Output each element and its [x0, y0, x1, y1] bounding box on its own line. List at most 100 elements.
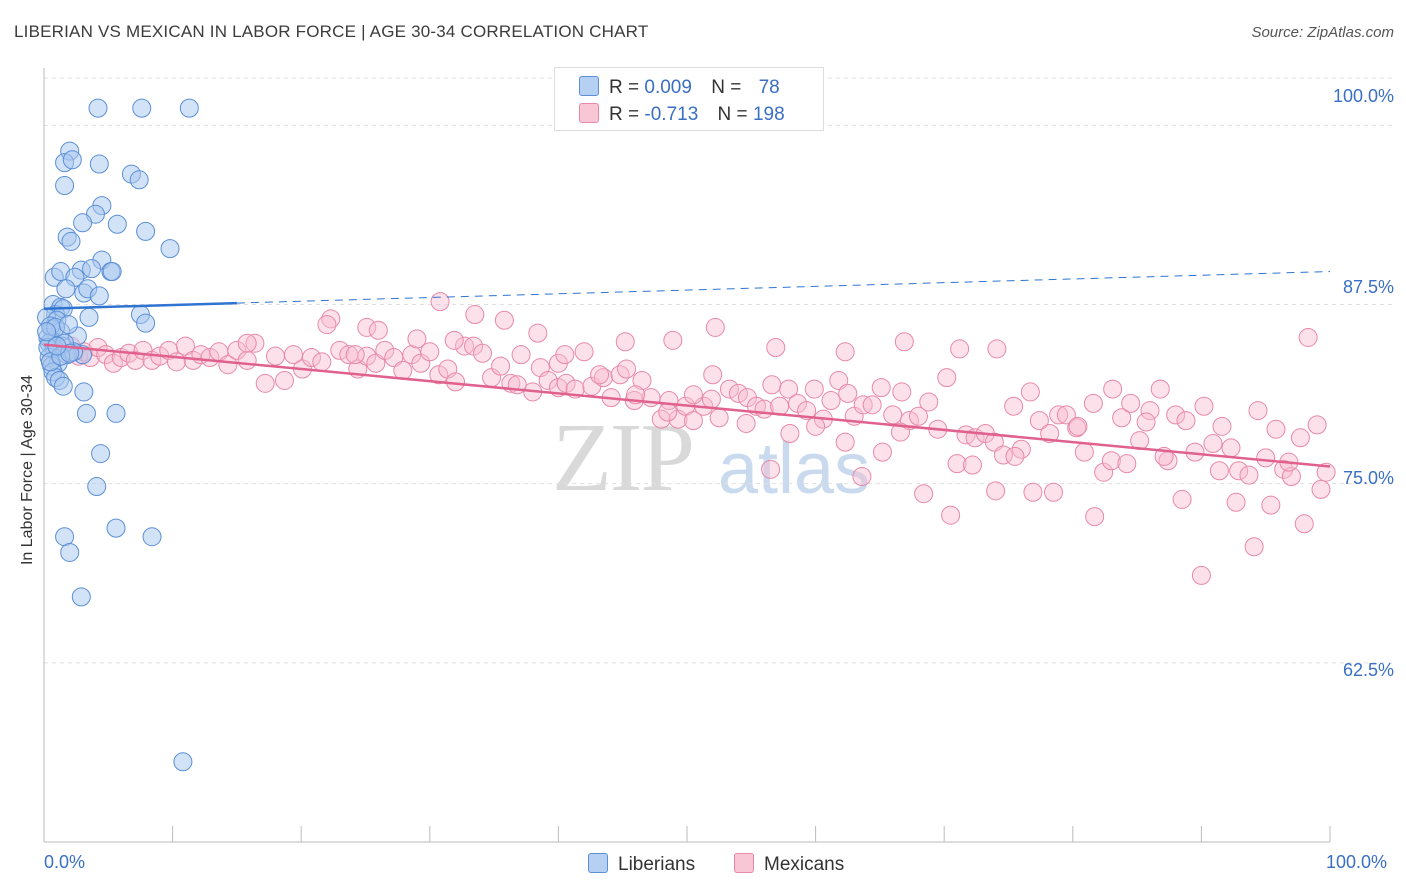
- mexican-point: [1172, 489, 1192, 509]
- mexican-point: [780, 424, 800, 443]
- mexican-point: [1117, 454, 1137, 474]
- mexican-point: [574, 342, 594, 362]
- liberian-point: [37, 322, 57, 342]
- mexican-point: [987, 339, 1007, 359]
- mexican-point: [766, 338, 786, 357]
- liberian-point: [73, 213, 93, 233]
- mexican-point: [1020, 382, 1040, 402]
- mexican-point: [941, 505, 961, 525]
- mexican-point: [806, 416, 826, 436]
- mexican-point: [1101, 451, 1121, 471]
- mexican-point: [1176, 411, 1196, 431]
- mexican-point: [986, 481, 1006, 501]
- mexican-point: [617, 359, 637, 379]
- mexican-point: [1056, 405, 1076, 425]
- legend-r-label: R =: [609, 104, 640, 125]
- mexican-point: [883, 405, 903, 425]
- mexican-point: [779, 379, 799, 399]
- mexican-point: [1290, 428, 1310, 448]
- mexican-point: [330, 340, 350, 360]
- mexican-point: [1140, 401, 1160, 421]
- mexican-point: [227, 340, 247, 360]
- mexican-point: [1239, 465, 1259, 485]
- mexican-point: [200, 348, 220, 368]
- liberian-point: [107, 214, 127, 234]
- legend-n-label: N =: [711, 77, 742, 98]
- mexican-point: [1011, 439, 1031, 459]
- liberian-point: [132, 98, 152, 118]
- mexican-point: [590, 365, 610, 385]
- mexican-point: [1307, 415, 1327, 435]
- mexican-point: [393, 360, 413, 380]
- y-axis-label: In Labor Force | Age 30-34: [19, 374, 36, 566]
- mexican-points: [40, 292, 1336, 585]
- mexican-point: [1005, 446, 1025, 466]
- mexican-point: [1256, 448, 1276, 468]
- legend-r-value: 0.009: [644, 77, 692, 98]
- mexican-point: [368, 320, 388, 340]
- mexican-point: [125, 350, 145, 370]
- watermark-zip: ZIP: [552, 404, 695, 512]
- mexican-point: [1203, 434, 1223, 454]
- mexican-point: [245, 333, 265, 353]
- liberian-point: [106, 518, 126, 538]
- mexican-point: [829, 370, 849, 390]
- mexican-point: [1068, 416, 1088, 436]
- mexican-point: [919, 392, 939, 412]
- mexican-point: [862, 395, 882, 415]
- mexican-point: [709, 408, 729, 428]
- mexican-point: [683, 411, 703, 431]
- mexican-point: [1103, 379, 1123, 399]
- liberian-point: [61, 231, 81, 251]
- liberian-point: [53, 376, 73, 396]
- mexican-point: [651, 409, 671, 429]
- mexican-point: [1004, 396, 1024, 416]
- mexican-point: [1248, 401, 1268, 421]
- mexican-swatch-icon: [579, 103, 599, 123]
- mexican-point: [430, 292, 450, 312]
- liberian-point: [136, 221, 156, 241]
- mexican-point: [1049, 405, 1069, 425]
- legend-n-label: N =: [717, 104, 748, 125]
- mexican-point: [1311, 479, 1331, 499]
- mexican-point: [301, 348, 321, 368]
- mexican-point: [1074, 442, 1094, 462]
- trend-lines: [43, 271, 1331, 468]
- mexican-point: [947, 454, 967, 474]
- mexican-point: [1023, 482, 1043, 502]
- mexican-point: [556, 373, 576, 393]
- liberian-point: [58, 315, 78, 335]
- mexican-point: [1083, 393, 1103, 413]
- mexican-point: [1266, 419, 1286, 439]
- mexican-point: [317, 315, 337, 335]
- mexican-point: [345, 345, 365, 365]
- liberian-point: [89, 286, 109, 306]
- liberian-point: [55, 527, 75, 547]
- mexican-point: [1294, 514, 1314, 534]
- liberian-point: [79, 307, 99, 327]
- liberian-point: [87, 477, 107, 497]
- mexican-point: [274, 370, 294, 390]
- liberian-point: [160, 239, 180, 259]
- mexican-point: [1121, 393, 1141, 413]
- liberian-point: [71, 587, 91, 607]
- liberian-point: [62, 150, 82, 170]
- mexican-point: [420, 342, 440, 362]
- mexican-swatch-icon: [734, 853, 754, 873]
- liberian-point: [179, 98, 199, 118]
- liberian-point: [76, 403, 96, 423]
- mexican-point: [1212, 416, 1232, 436]
- mexican-point: [615, 332, 635, 352]
- liberian-point: [91, 444, 111, 464]
- legend-n-value: 198: [752, 104, 785, 125]
- mexican-point: [237, 333, 257, 353]
- mexican-point: [872, 442, 892, 462]
- mexican-point: [705, 317, 725, 337]
- legend-r-value: -0.713: [644, 104, 699, 125]
- mexican-point: [871, 378, 891, 398]
- axes: [43, 68, 1331, 843]
- y-tick-label: 87.5%: [1342, 277, 1394, 297]
- legend-row-liberians: R = 0.009 N = 78: [579, 76, 780, 98]
- mexican-point: [804, 379, 824, 399]
